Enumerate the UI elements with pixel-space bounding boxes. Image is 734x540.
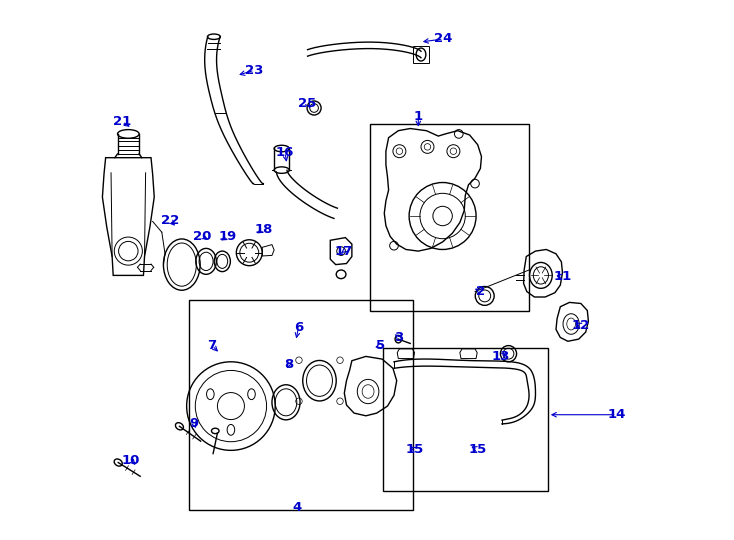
Text: 20: 20 xyxy=(193,230,211,243)
Text: 22: 22 xyxy=(161,214,179,227)
Text: 25: 25 xyxy=(299,97,317,110)
Text: 8: 8 xyxy=(284,358,294,371)
Text: 18: 18 xyxy=(254,223,272,236)
Text: 16: 16 xyxy=(276,146,294,159)
Text: 10: 10 xyxy=(122,454,140,467)
Text: 6: 6 xyxy=(294,321,303,334)
Text: 19: 19 xyxy=(219,230,237,243)
Text: 17: 17 xyxy=(335,245,353,258)
Text: 21: 21 xyxy=(113,115,131,128)
Text: 2: 2 xyxy=(476,285,485,298)
Text: 14: 14 xyxy=(607,408,625,421)
Bar xyxy=(370,124,529,310)
Text: 11: 11 xyxy=(553,270,572,283)
Text: 13: 13 xyxy=(492,350,510,363)
Text: 24: 24 xyxy=(435,32,453,45)
Text: 1: 1 xyxy=(414,110,423,123)
Bar xyxy=(189,300,413,510)
Text: 9: 9 xyxy=(189,417,199,430)
Text: 15: 15 xyxy=(405,443,424,456)
Bar xyxy=(383,348,548,491)
Text: 7: 7 xyxy=(208,339,217,352)
Text: 12: 12 xyxy=(571,319,589,332)
Bar xyxy=(413,46,429,63)
Text: 3: 3 xyxy=(393,331,403,344)
Text: 23: 23 xyxy=(245,64,264,77)
Text: 15: 15 xyxy=(468,443,487,456)
Text: 5: 5 xyxy=(376,339,385,352)
Text: 4: 4 xyxy=(292,501,302,514)
